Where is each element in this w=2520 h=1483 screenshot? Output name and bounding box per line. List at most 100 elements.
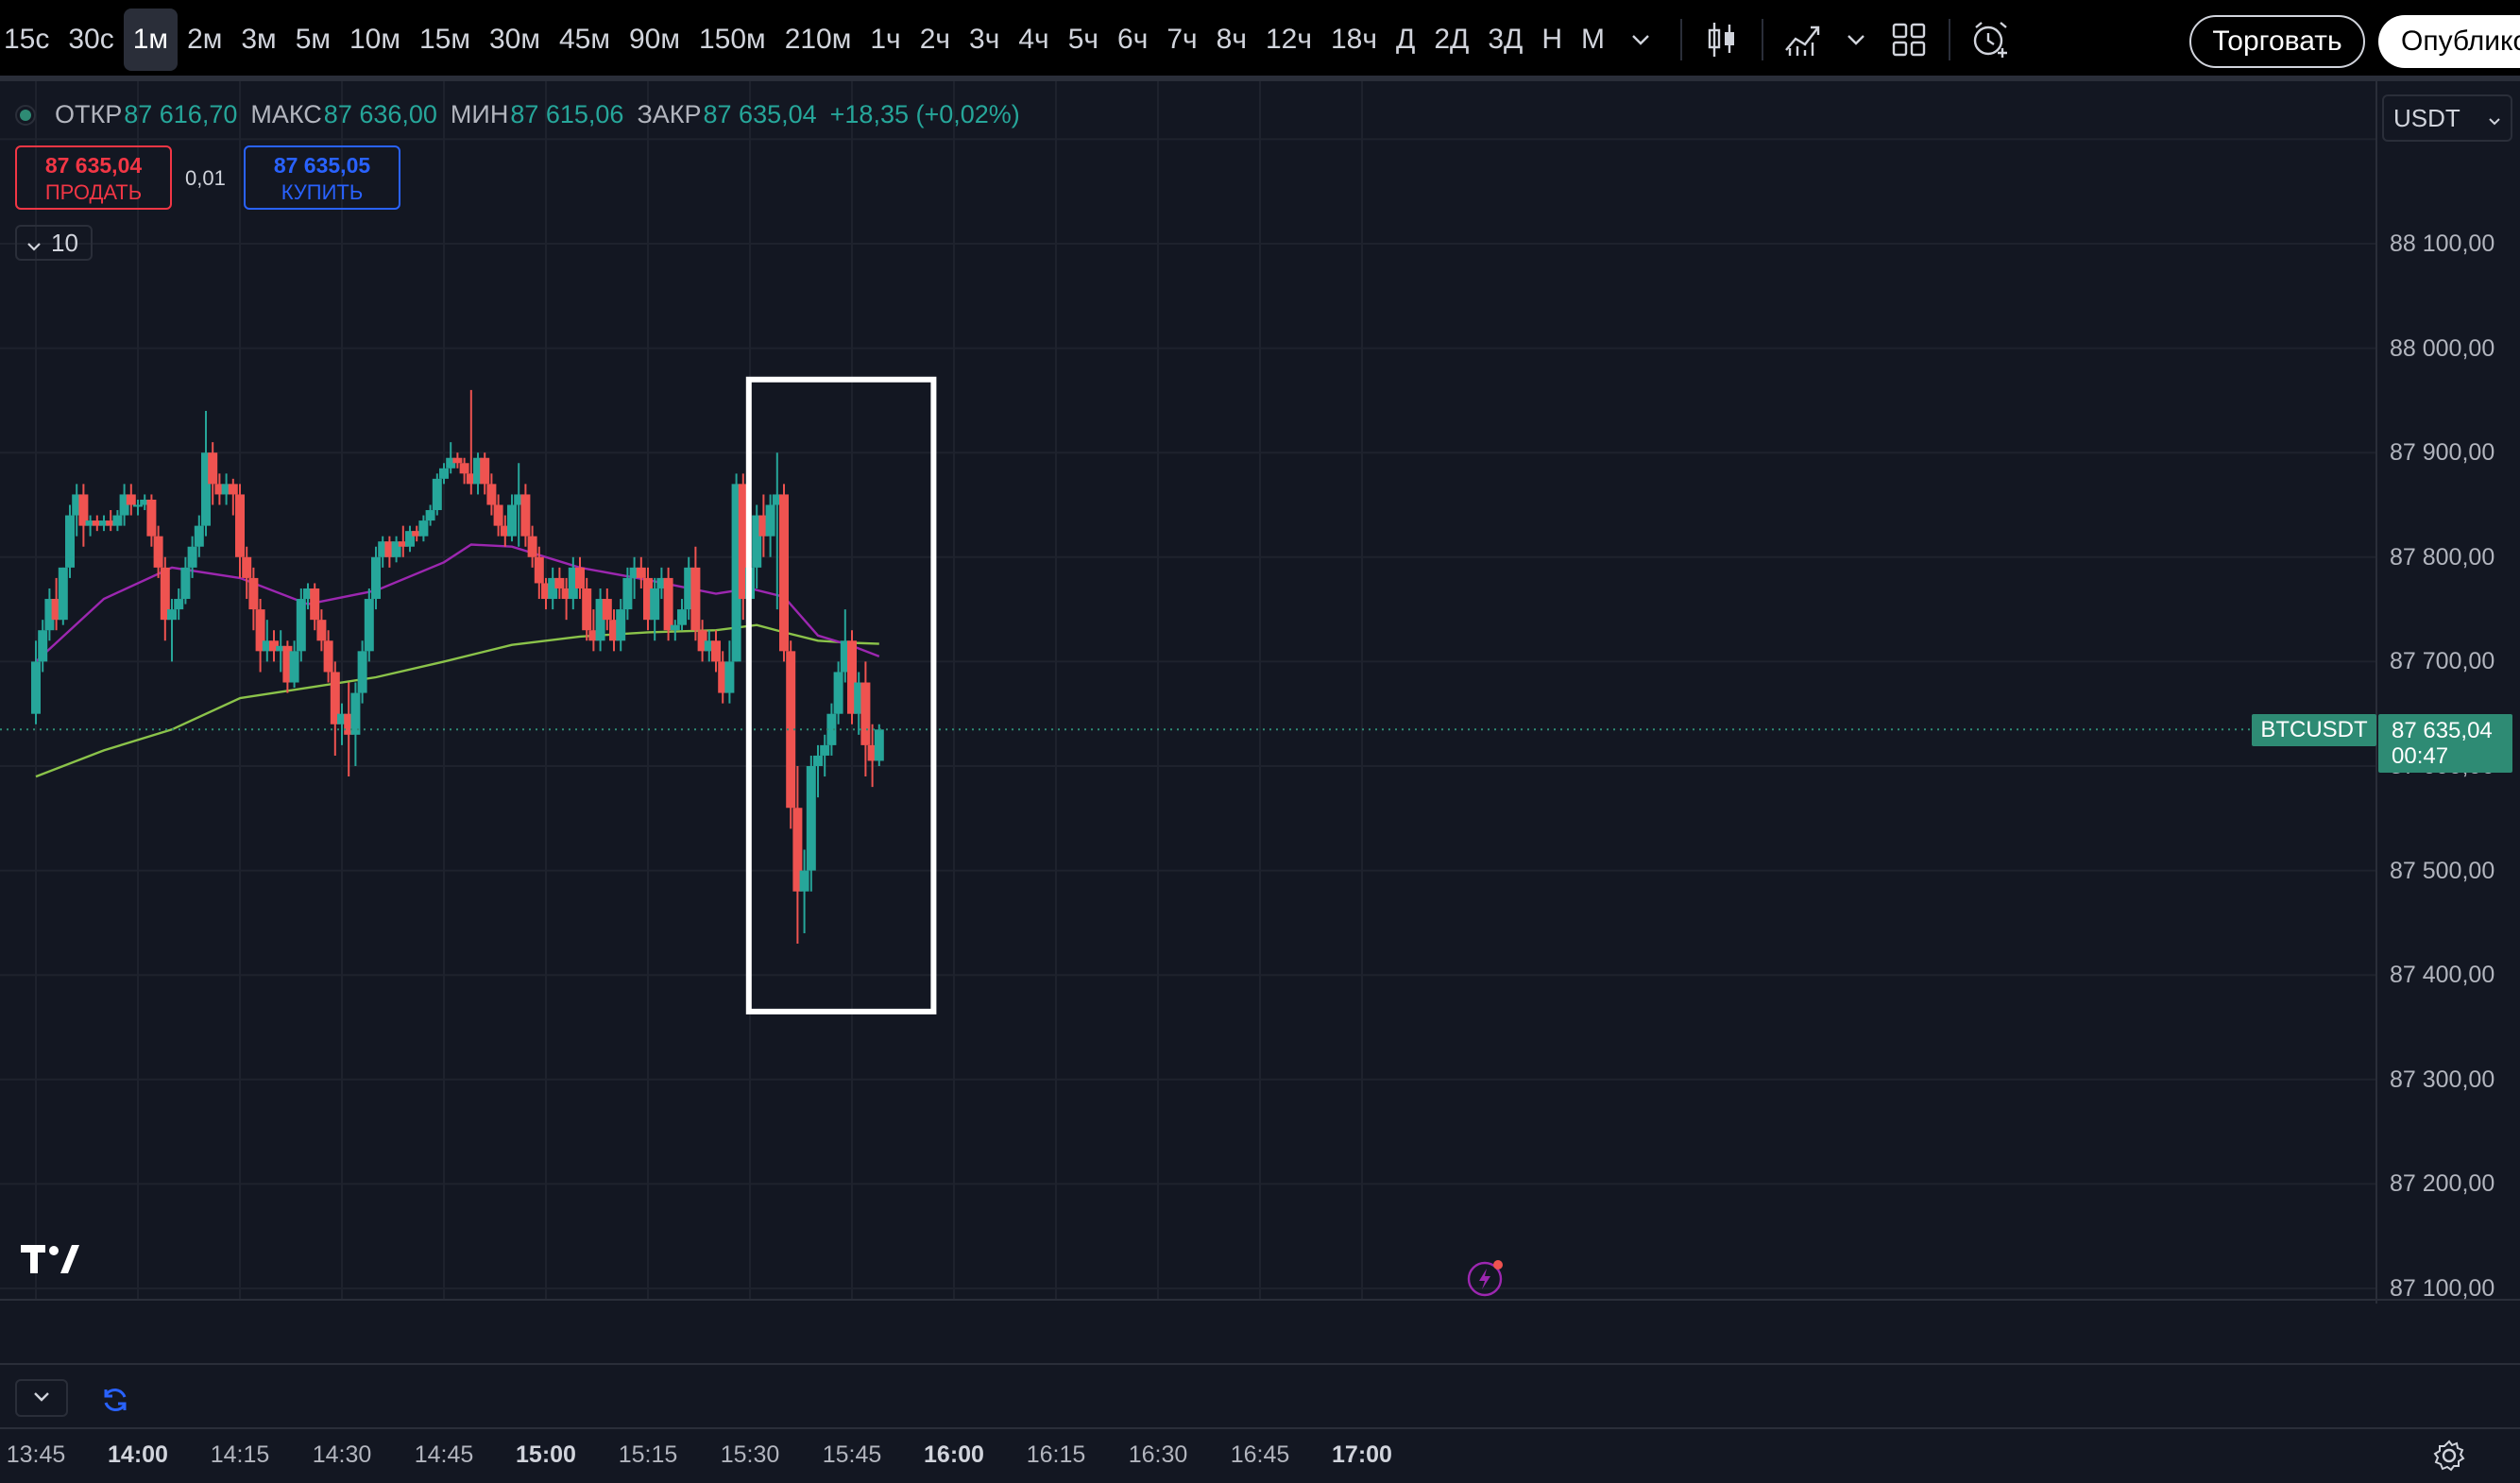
timeframe-23[interactable]: Д: [1396, 24, 1416, 55]
timeframe-26[interactable]: Н: [1541, 24, 1563, 55]
candle-body: [112, 515, 123, 526]
timeframe-17[interactable]: 5ч: [1067, 24, 1099, 55]
price-tick-label: 87 700,00: [2390, 648, 2495, 675]
timeframe-3[interactable]: 2м: [187, 24, 223, 55]
candle: [425, 504, 435, 526]
candle-body: [847, 640, 857, 714]
candle: [432, 473, 442, 516]
candle-body: [99, 520, 109, 526]
candle-body: [432, 478, 442, 511]
flash-icon[interactable]: [1466, 1256, 1507, 1298]
last-price-value: 87 635,04: [2392, 718, 2493, 743]
candle-body: [554, 577, 565, 588]
toolbar-separator: [0, 76, 2520, 81]
timeframe-25[interactable]: 3Д: [1488, 24, 1524, 55]
timeframe-14[interactable]: 2ч: [919, 24, 951, 55]
market-status-icon[interactable]: [15, 104, 36, 126]
candle: [724, 640, 735, 704]
candle-body: [690, 567, 701, 631]
candle: [391, 536, 401, 563]
timeframe-22[interactable]: 18ч: [1331, 24, 1377, 55]
timeframe-4[interactable]: 3м: [241, 24, 277, 55]
candle-body: [180, 567, 191, 600]
candle: [439, 463, 449, 485]
candle-body: [133, 504, 143, 507]
candles-icon[interactable]: [1695, 11, 1748, 68]
candle-body: [854, 682, 864, 714]
high-value: 87 636,00: [323, 100, 437, 128]
candle-body: [146, 499, 157, 537]
price-tick-label: 87 500,00: [2390, 857, 2495, 884]
timeframe-24[interactable]: 2Д: [1434, 24, 1470, 55]
timeframe-19[interactable]: 7ч: [1166, 24, 1198, 55]
candle-body: [412, 531, 422, 537]
chart-canvas[interactable]: [0, 81, 2520, 1483]
candle: [541, 577, 551, 610]
candle-body: [248, 577, 259, 610]
price-tick-label: 87 100,00: [2390, 1275, 2495, 1302]
timeframe-15[interactable]: 3ч: [969, 24, 1000, 55]
trade-button[interactable]: Торговать: [2189, 15, 2365, 68]
timeframe-5[interactable]: 5м: [295, 24, 331, 55]
publish-button[interactable]: Опублико: [2378, 15, 2520, 68]
candle: [262, 620, 272, 662]
price-tick-label: 87 800,00: [2390, 543, 2495, 571]
gear-icon[interactable]: [2433, 1440, 2465, 1472]
candle: [248, 567, 259, 631]
candle-body: [126, 494, 136, 505]
timeframe-6[interactable]: 10м: [349, 24, 400, 55]
candle-body: [582, 588, 592, 631]
timeframe-0[interactable]: 15с: [4, 24, 50, 55]
timeframe-2[interactable]: 1м: [123, 9, 179, 71]
sell-button[interactable]: 87 635,04 ПРОДАТЬ: [15, 145, 172, 210]
ohlc-legend: ОТКР 87 616,70 МАКС 87 636,00 МИН 87 615…: [15, 100, 1033, 129]
candle: [656, 567, 667, 600]
alert-icon[interactable]: [1964, 11, 2017, 68]
candle-body: [350, 692, 361, 735]
candle: [663, 567, 673, 641]
chevron-down-icon[interactable]: [1830, 11, 1882, 68]
candle: [235, 484, 245, 578]
time-tick-label: 16:00: [924, 1441, 984, 1468]
candle: [554, 567, 565, 600]
tradingview-logo[interactable]: [21, 1243, 81, 1282]
currency-select[interactable]: USDT: [2382, 94, 2512, 142]
timeframe-21[interactable]: 12ч: [1266, 24, 1312, 55]
candle-body: [718, 661, 728, 693]
indicators-icon[interactable]: [1777, 11, 1830, 68]
timeframe-8[interactable]: 30м: [489, 24, 540, 55]
time-tick-label: 17:00: [1332, 1441, 1392, 1468]
candle-body: [357, 651, 367, 693]
buy-button[interactable]: 87 635,05 КУПИТЬ: [244, 145, 400, 210]
close-label: ЗАКР: [637, 100, 702, 128]
timeframe-27[interactable]: М: [1581, 24, 1606, 55]
candle-body: [561, 588, 571, 600]
candle-body: [201, 452, 211, 526]
collapse-button[interactable]: [15, 1379, 68, 1417]
timeframe-7[interactable]: 15м: [419, 24, 470, 55]
timeframe-11[interactable]: 150м: [699, 24, 766, 55]
quantity-dropdown[interactable]: 10: [15, 225, 93, 261]
candle-body: [38, 630, 48, 662]
timeframe-18[interactable]: 6ч: [1117, 24, 1149, 55]
candle-body: [697, 630, 707, 652]
price-tick-label: 87 200,00: [2390, 1170, 2495, 1198]
price-tick-label: 88 100,00: [2390, 230, 2495, 257]
timeframe-12[interactable]: 210м: [784, 24, 852, 55]
candle: [201, 410, 211, 537]
toolbar-divider: [1680, 19, 1683, 60]
time-tick-label: 14:15: [210, 1441, 270, 1468]
timeframe-1[interactable]: 30с: [68, 24, 114, 55]
candle-body: [609, 620, 619, 641]
timeframe-13[interactable]: 1ч: [870, 24, 901, 55]
candle-body: [167, 609, 177, 621]
refresh-icon[interactable]: [98, 1383, 132, 1417]
timeframe-9[interactable]: 45м: [559, 24, 610, 55]
timeframe-10[interactable]: 90м: [629, 24, 680, 55]
candle-body: [330, 672, 340, 724]
layout-icon[interactable]: [1882, 11, 1935, 68]
timeframe-20[interactable]: 8ч: [1216, 24, 1247, 55]
timeframe-16[interactable]: 4ч: [1018, 24, 1049, 55]
chevron-down-icon[interactable]: [1614, 11, 1667, 68]
candle-body: [51, 599, 61, 621]
